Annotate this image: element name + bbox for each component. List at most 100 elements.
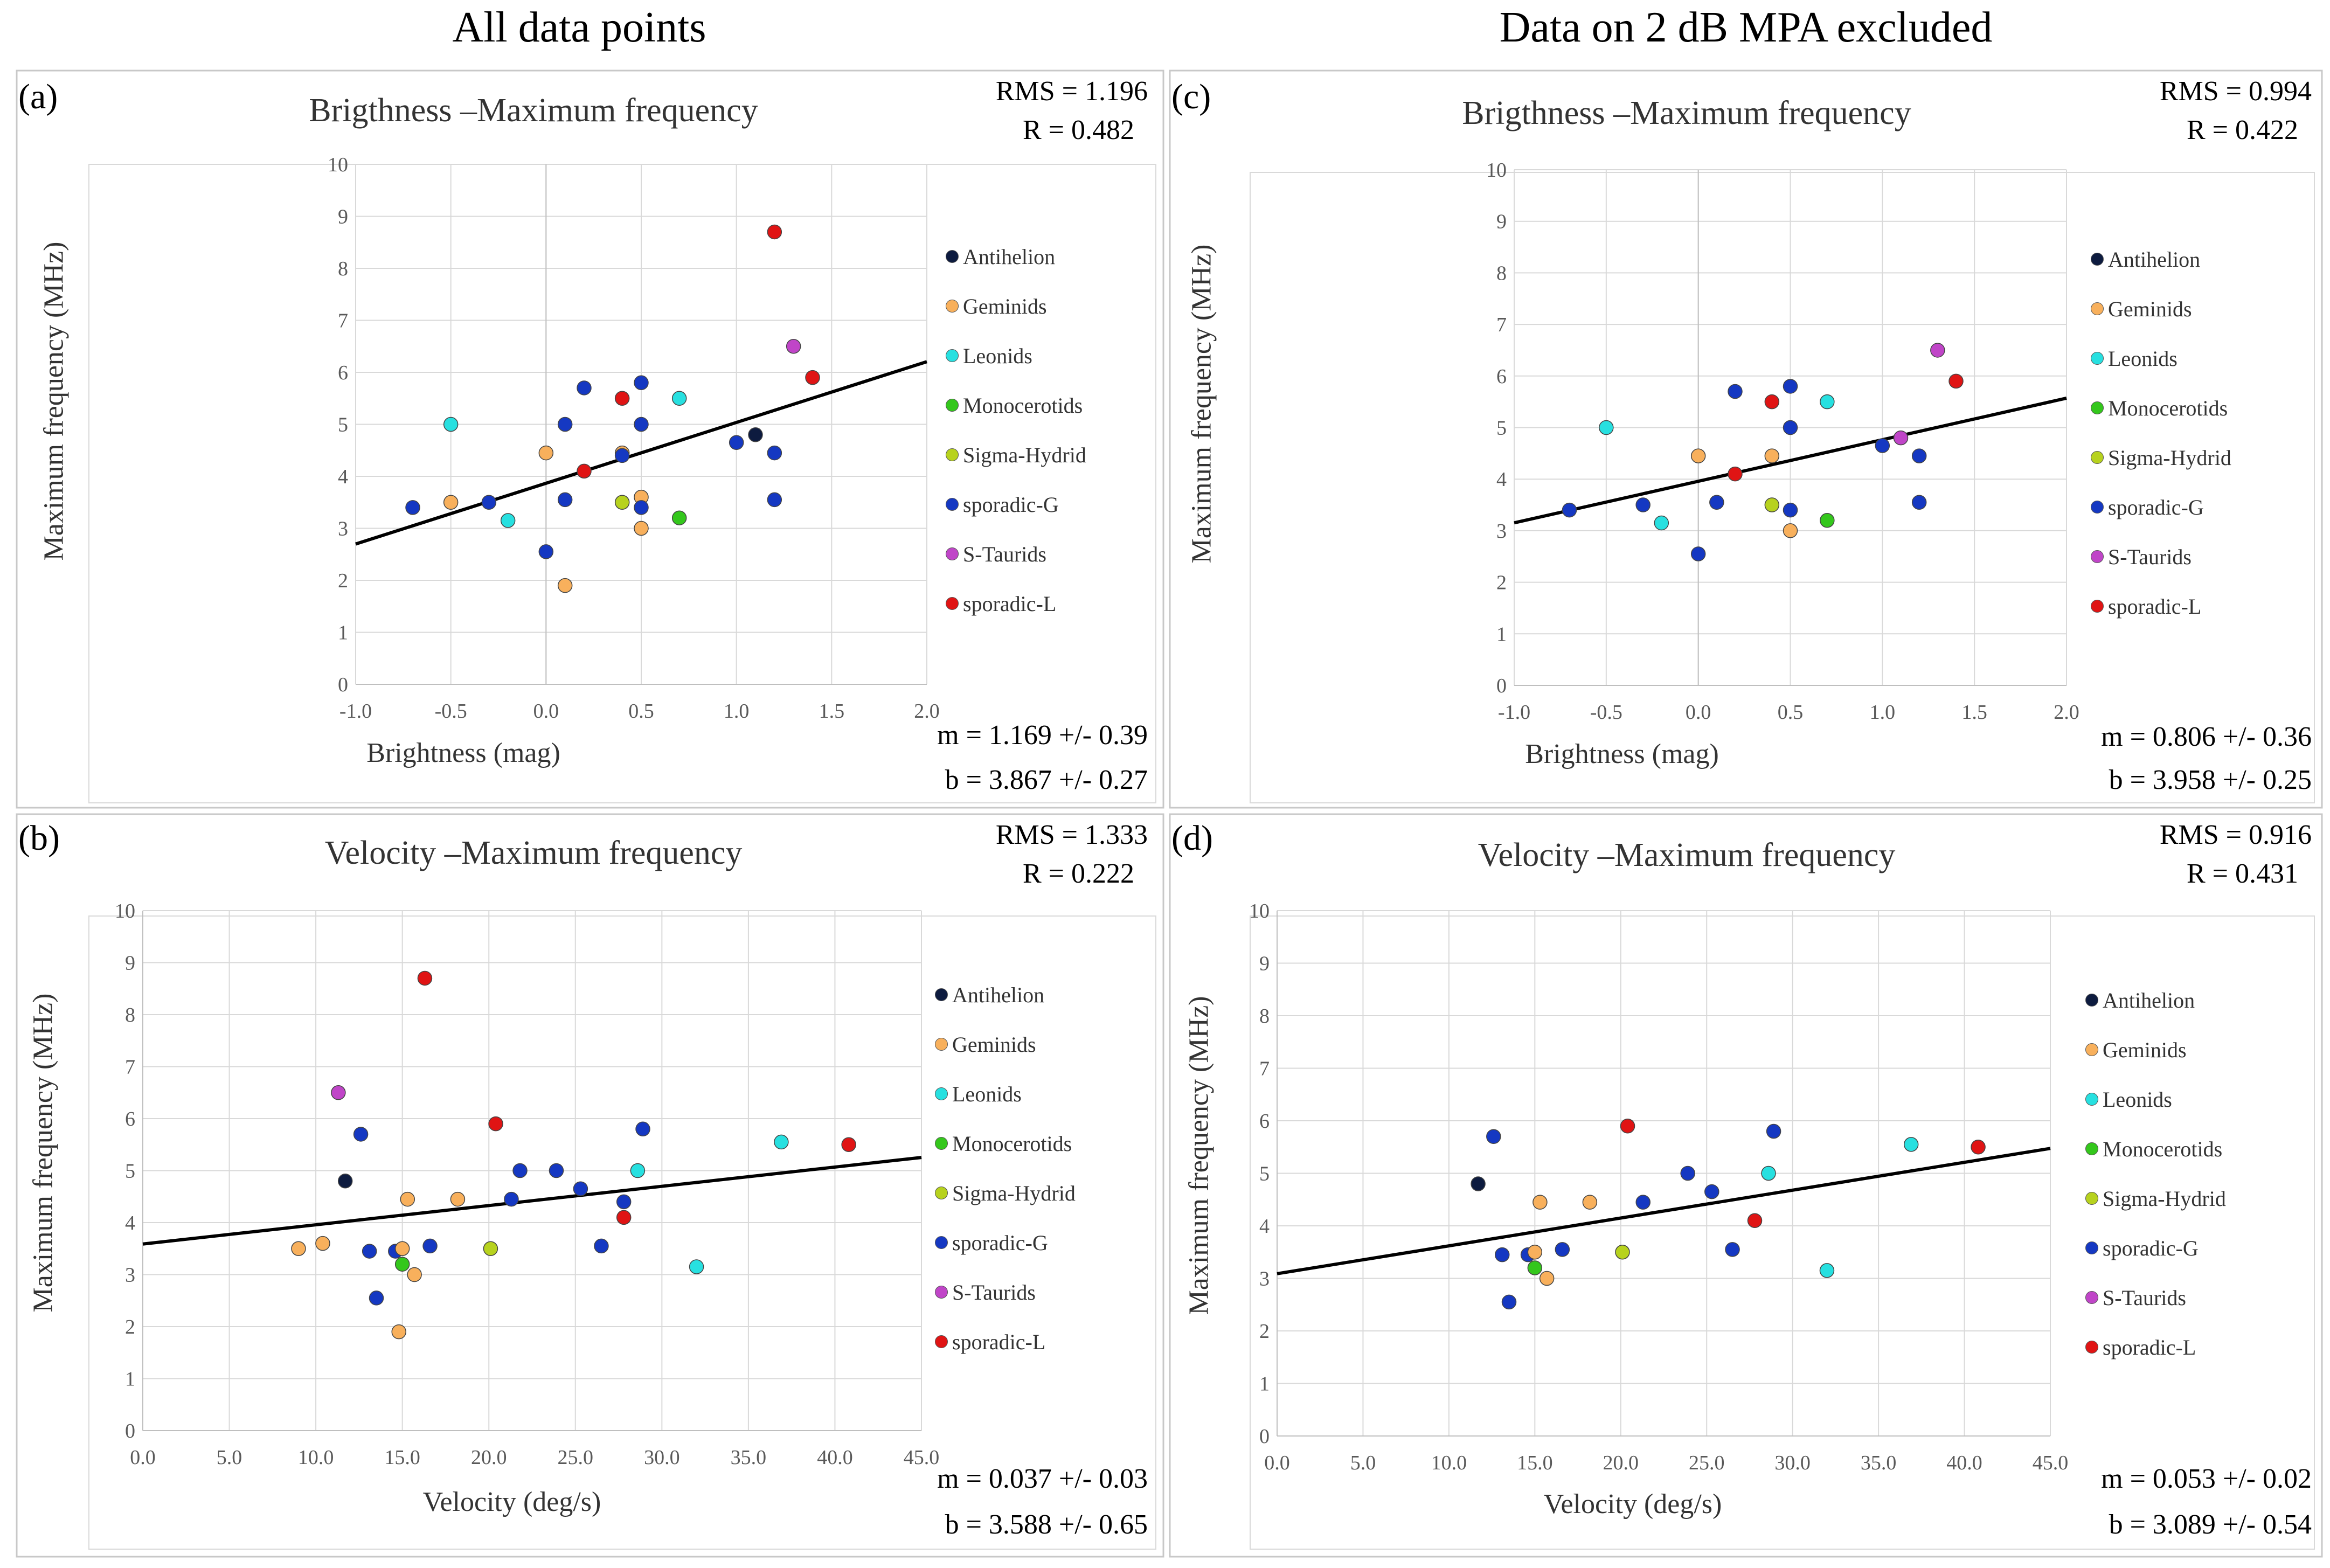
legend-item-sigma-hydrid: Sigma-Hydrid xyxy=(935,1168,1076,1218)
chart-c-svg: 0 1 2 3 4 5 6 7 8 9 10 -1.0 -0.5 0.0 0.5 1.0 1.5 2.0 xyxy=(1169,70,2323,809)
data-point-leonids xyxy=(1599,420,1614,435)
legend: Antihelion Geminids Leonids Monocerotids Sig… xyxy=(2091,234,2231,631)
x-tick-label: 2.0 xyxy=(2054,701,2079,724)
legend-item-leonids: Leonids xyxy=(2091,334,2231,383)
legend-marker-icon xyxy=(2091,600,2104,613)
y-tick-label: 9 xyxy=(338,206,348,228)
data-point-sporadic-g xyxy=(1635,1195,1651,1210)
x-tick-label: 25.0 xyxy=(558,1446,594,1469)
y-tick-label: 3 xyxy=(338,518,348,540)
legend-label: Antihelion xyxy=(2108,247,2201,272)
x-tick-label: 1.5 xyxy=(1961,701,1987,724)
legend-marker-icon xyxy=(2085,1341,2098,1354)
data-point-monocerotids xyxy=(1820,513,1835,528)
slope-value: m = 0.037 +/- 0.03 xyxy=(937,1463,1148,1494)
data-point-antihelion xyxy=(1471,1176,1486,1191)
y-tick-label: 6 xyxy=(125,1108,135,1130)
data-point-geminids xyxy=(443,495,459,510)
chart-title: Brigthness –Maximum frequency xyxy=(1462,95,1911,131)
y-axis-label: Maximum frequency (MHz) xyxy=(38,241,70,561)
legend-label: Monocerotids xyxy=(2108,396,2228,420)
legend-label: Leonids xyxy=(963,343,1032,368)
data-point-geminids xyxy=(557,578,573,593)
legend-marker-icon xyxy=(935,1286,948,1299)
y-tick-label: 2 xyxy=(125,1316,135,1338)
y-tick-label: 9 xyxy=(1259,953,1270,975)
y-tick-label: 0 xyxy=(338,674,348,696)
intercept-value: b = 3.089 +/- 0.54 xyxy=(2109,1509,2312,1540)
data-point-sporadic-g xyxy=(729,435,744,450)
x-axis-label: Brightness (mag) xyxy=(1525,739,1719,769)
y-tick-label: 0 xyxy=(125,1420,135,1442)
y-tick-label: 5 xyxy=(338,414,348,436)
data-point-sporadic-g xyxy=(1486,1129,1501,1144)
y-tick-label: 5 xyxy=(125,1160,135,1183)
slope-value: m = 0.806 +/- 0.36 xyxy=(2101,721,2312,752)
legend-item-antihelion: Antihelion xyxy=(2085,975,2226,1025)
legend-marker-icon xyxy=(2091,302,2104,315)
data-point-leonids xyxy=(500,513,516,528)
y-tick-label: 8 xyxy=(338,258,348,280)
legend-label: Antihelion xyxy=(952,982,1045,1007)
data-point-geminids xyxy=(1764,448,1780,463)
x-tick-label: 40.0 xyxy=(1946,1452,1982,1474)
data-point-sigma-hydrid xyxy=(614,495,630,510)
panel-label: (b) xyxy=(18,818,60,858)
data-point-sporadic-l xyxy=(841,1137,856,1152)
y-tick-label: 6 xyxy=(1496,365,1507,388)
y-tick-label: 1 xyxy=(338,622,348,644)
y-tick-label: 7 xyxy=(1496,314,1507,336)
data-point-sporadic-g xyxy=(362,1244,377,1259)
legend-label: sporadic-G xyxy=(2103,1236,2199,1260)
data-point-sporadic-g xyxy=(1690,546,1706,561)
data-point-sporadic-g xyxy=(422,1238,438,1254)
legend-marker-icon xyxy=(2091,352,2104,365)
x-tick-label: -1.0 xyxy=(339,700,372,723)
data-point-sporadic-g xyxy=(1783,420,1798,435)
x-tick-label: -1.0 xyxy=(1498,701,1530,724)
legend-marker-icon xyxy=(2091,550,2104,563)
chart-title: Brigthness –Maximum frequency xyxy=(309,92,758,129)
data-point-sporadic-l xyxy=(1747,1213,1763,1228)
panel-label: (c) xyxy=(1171,77,1211,116)
legend-item-sporadic-l: sporadic-L xyxy=(2091,581,2231,631)
panel-label: (a) xyxy=(18,77,58,116)
legend-label: S-Taurids xyxy=(963,542,1046,566)
data-point-sporadic-l xyxy=(1948,373,1964,389)
x-tick-label: 20.0 xyxy=(1603,1452,1639,1474)
data-point-s-taurids xyxy=(786,339,801,354)
legend-marker-icon xyxy=(2085,1241,2098,1254)
y-tick-label: 1 xyxy=(1259,1373,1270,1396)
x-tick-label: 35.0 xyxy=(731,1446,767,1469)
legend-item-sigma-hydrid: Sigma-Hydrid xyxy=(2091,433,2231,482)
legend-item-monocerotids: Monocerotids xyxy=(946,380,1086,430)
legend: Antihelion Geminids Leonids Monocerotids Sig… xyxy=(2085,975,2226,1372)
legend-item-sigma-hydrid: Sigma-Hydrid xyxy=(2085,1174,2226,1223)
legend-item-s-taurids: S-Taurids xyxy=(946,529,1086,579)
data-point-sigma-hydrid xyxy=(1764,497,1780,512)
intercept-value: b = 3.588 +/- 0.65 xyxy=(945,1509,1148,1540)
x-tick-label: 0.0 xyxy=(130,1446,156,1469)
data-point-geminids xyxy=(1783,523,1798,538)
legend-label: Monocerotids xyxy=(952,1131,1072,1156)
data-point-sporadic-g xyxy=(616,1194,632,1210)
r-value: R = 0.482 xyxy=(1022,115,1134,145)
x-tick-label: 5.0 xyxy=(217,1446,242,1469)
y-tick-label: 5 xyxy=(1259,1163,1270,1185)
trendline xyxy=(142,1156,922,1246)
data-point-sporadic-g xyxy=(405,500,420,515)
y-tick-label: 10 xyxy=(328,154,348,176)
data-point-sporadic-g xyxy=(481,495,497,510)
x-tick-label: 0.0 xyxy=(1264,1452,1290,1474)
legend-label: sporadic-L xyxy=(2103,1335,2196,1359)
legend-marker-icon xyxy=(935,1038,948,1051)
data-point-sporadic-g xyxy=(369,1291,384,1306)
x-tick-label: -0.5 xyxy=(1590,701,1622,724)
legend-item-antihelion: Antihelion xyxy=(2091,234,2231,284)
rms-value: RMS = 0.994 xyxy=(2159,76,2312,107)
data-point-sporadic-l xyxy=(417,970,433,986)
y-axis-label: Maximum frequency (MHz) xyxy=(27,993,59,1313)
legend-label: sporadic-L xyxy=(2108,594,2202,619)
y-tick-label: 7 xyxy=(1259,1058,1270,1080)
x-tick-label: 0.5 xyxy=(628,700,654,723)
